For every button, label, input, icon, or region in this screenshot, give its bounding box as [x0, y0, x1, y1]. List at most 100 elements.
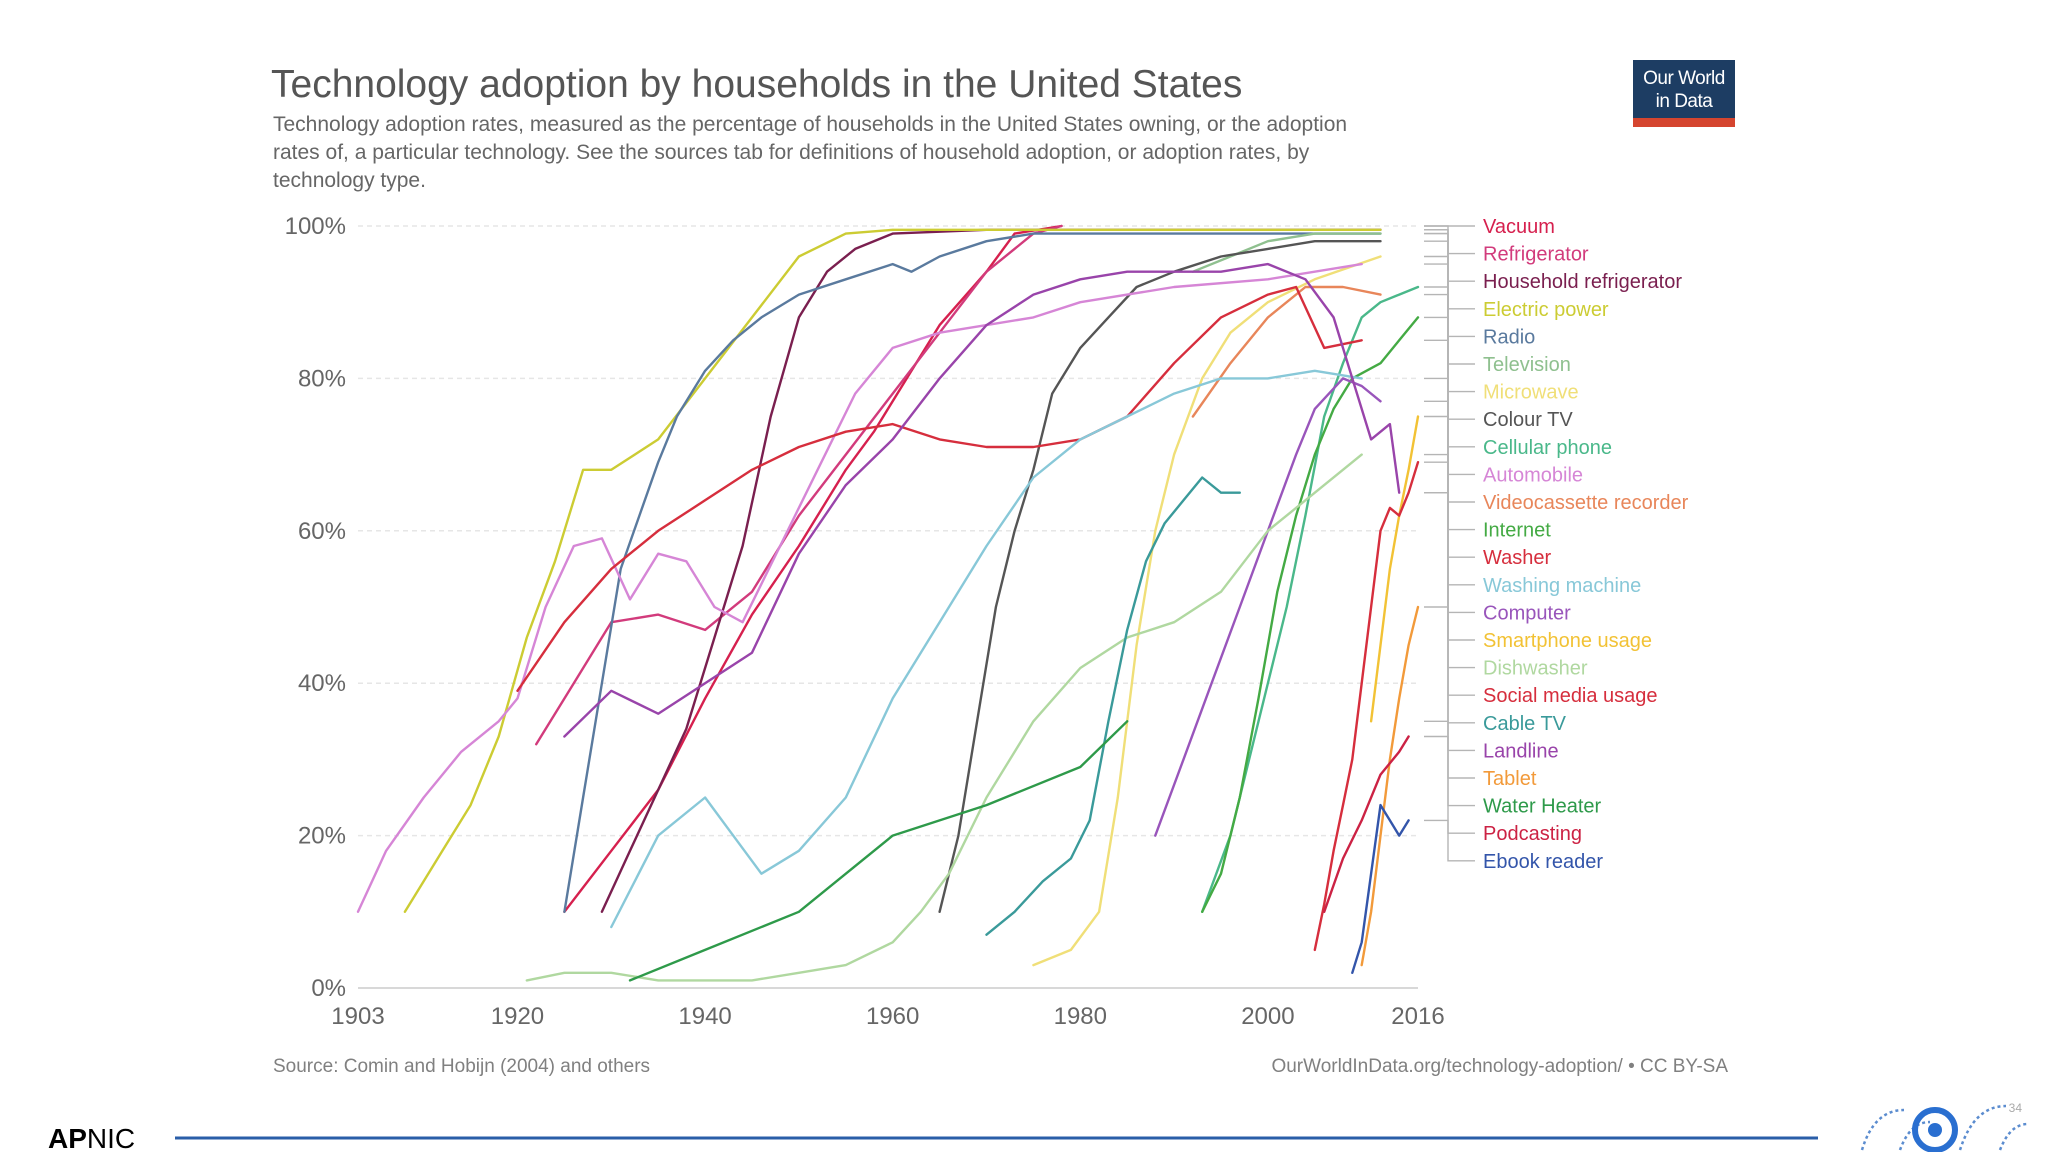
legend-connector [1424, 492, 1475, 752]
legend-label[interactable]: Ebook reader [1483, 851, 1603, 873]
legend-label[interactable]: Refrigerator [1483, 244, 1589, 266]
apnic-logo: APNIC [48, 1123, 135, 1152]
series-line-water-heater[interactable] [628, 720, 1129, 982]
series-line-microwave[interactable] [1032, 255, 1382, 967]
chart-title: Technology adoption by households in the… [271, 63, 1242, 106]
legend-label[interactable]: Landline [1483, 740, 1559, 762]
series-line-ebook-reader[interactable] [1351, 803, 1410, 974]
logo-bar [1633, 118, 1735, 127]
y-tick-label: 100% [285, 213, 346, 240]
apnic-logo-light: NIC [87, 1123, 135, 1152]
legend-connector [1424, 232, 1475, 338]
logo-background [1633, 60, 1735, 118]
series-line-internet[interactable] [1201, 316, 1420, 913]
legend-label[interactable]: Washing machine [1483, 575, 1641, 597]
legend-label[interactable]: Social media usage [1483, 685, 1658, 707]
series-line-radio[interactable] [563, 232, 1382, 913]
series-line-vacuum[interactable] [563, 224, 1063, 913]
x-tick-label: 1920 [491, 1003, 544, 1030]
legend-label[interactable]: Tablet [1483, 768, 1537, 790]
legend-connector [1424, 255, 1475, 393]
series-line-tablet[interactable] [1360, 605, 1420, 967]
legend-label[interactable]: Electric power [1483, 299, 1609, 321]
legend-label[interactable]: Podcasting [1483, 823, 1582, 845]
legend: Vacuum Refrigerator Household refrigerator… [1483, 216, 1689, 873]
legend-connector [1424, 400, 1475, 614]
legend-connector [1424, 606, 1475, 779]
legend-label[interactable]: Cable TV [1483, 713, 1567, 735]
series-line-smartphone-usage[interactable] [1369, 415, 1420, 723]
legend-label[interactable]: Washer [1483, 547, 1552, 569]
legend-connector [1424, 316, 1475, 531]
series-line-household-refrigerator[interactable] [600, 228, 1382, 913]
logo-line-2: in Data [1656, 91, 1714, 112]
chart-subtitle-line-2: rates of, a particular technology. See t… [273, 141, 1310, 164]
legend-connector [1424, 461, 1475, 696]
legend-label[interactable]: Water Heater [1483, 796, 1602, 818]
legend-label[interactable]: Colour TV [1483, 409, 1573, 431]
apnic-logo-bold: AP [48, 1123, 87, 1152]
series-line-cable-tv[interactable] [985, 476, 1241, 936]
x-tick-label: 1980 [1054, 1003, 1107, 1030]
y-tick-label: 80% [298, 365, 346, 392]
legend-label[interactable]: Videocassette recorder [1483, 492, 1689, 514]
series-line-landline[interactable] [563, 262, 1401, 738]
legend-connector [1424, 293, 1475, 503]
legend-connector [1424, 453, 1475, 669]
series-line-computer[interactable] [1154, 377, 1382, 837]
legend-label[interactable]: Computer [1483, 602, 1571, 624]
legend-label[interactable]: Television [1483, 354, 1571, 376]
legend-label[interactable]: Vacuum [1483, 216, 1555, 238]
chart-subtitle-line-1: Technology adoption rates, measured as t… [273, 113, 1347, 136]
x-tick-label: 1940 [678, 1003, 731, 1030]
legend-connector [1424, 263, 1475, 476]
legend-connector [1424, 339, 1475, 558]
legend-label[interactable]: Automobile [1483, 464, 1583, 486]
legend-connector [1424, 240, 1475, 420]
legend-connector [1424, 286, 1475, 448]
series-line-washer[interactable] [516, 285, 1363, 692]
legend-label[interactable]: Microwave [1483, 382, 1579, 404]
x-tick-label: 2000 [1241, 1003, 1294, 1030]
pivot-icon [1912, 1107, 1958, 1152]
slide-number: 34 [2009, 1101, 2023, 1115]
legend-connector [1424, 720, 1475, 807]
chart-credit: OurWorldInData.org/technology-adoption/ … [1271, 1056, 1728, 1077]
y-tick-label: 40% [298, 670, 346, 697]
series-line-videocassette-recorder[interactable] [1191, 285, 1382, 418]
legend-label[interactable]: Household refrigerator [1483, 271, 1682, 293]
grid [358, 225, 1418, 989]
series-line-social-media-usage[interactable] [1313, 461, 1420, 952]
x-tick-label: 1960 [866, 1003, 919, 1030]
chart-subtitle-line-3: technology type. [273, 169, 426, 192]
legend-label[interactable]: Internet [1483, 520, 1551, 542]
y-tick-label: 60% [298, 518, 346, 545]
series-line-washing-machine[interactable] [610, 369, 1363, 929]
series-line-refrigerator[interactable] [535, 224, 1063, 746]
series-line-colour-tv[interactable] [938, 240, 1382, 913]
series-line-automobile[interactable] [356, 262, 1363, 913]
legend-label[interactable]: Cellular phone [1483, 437, 1612, 459]
series-line-electric-power[interactable] [403, 228, 1382, 913]
series-line-television[interactable] [1191, 232, 1382, 273]
legend-label[interactable]: Dishwasher [1483, 658, 1588, 680]
legend-connector [1424, 377, 1475, 586]
series-line-dishwasher[interactable] [525, 453, 1363, 982]
x-tick-label: 1903 [331, 1003, 384, 1030]
legend-connector [1424, 229, 1475, 282]
legend-connector [1424, 819, 1475, 862]
chart-source: Source: Comin and Hobijn (2004) and othe… [273, 1056, 650, 1077]
x-tick-label: 2016 [1391, 1003, 1444, 1030]
owid-logo: Our World in Data [1633, 60, 1735, 127]
legend-connector [1424, 492, 1475, 724]
logo-line-1: Our World [1643, 68, 1725, 89]
legend-connector [1424, 735, 1475, 834]
y-tick-label: 20% [298, 823, 346, 850]
axis-ticks: 0% 20% 40% 60% 80% 100% 1903 1920 1940 1960 1980 20… [285, 213, 1445, 1030]
series-lines [356, 224, 1420, 982]
legend-label[interactable]: Smartphone usage [1483, 630, 1652, 652]
series-line-podcasting[interactable] [1323, 735, 1410, 913]
legend-label[interactable]: Radio [1483, 326, 1535, 348]
series-line-cellular-phone[interactable] [1201, 285, 1420, 913]
